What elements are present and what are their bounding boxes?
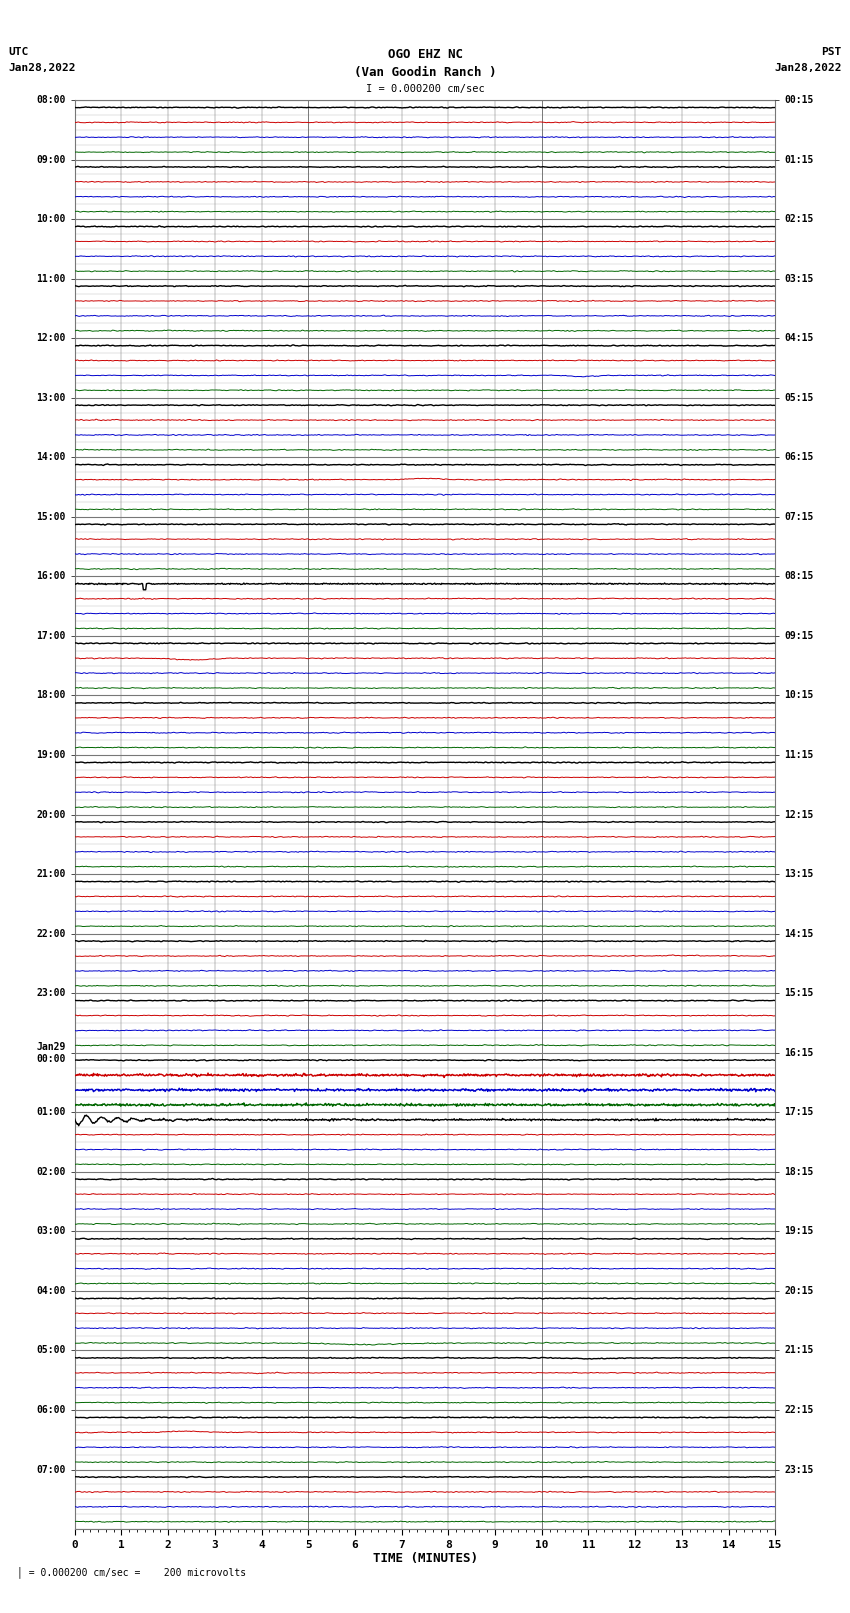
X-axis label: TIME (MINUTES): TIME (MINUTES) [372, 1552, 478, 1565]
Text: (Van Goodin Ranch ): (Van Goodin Ranch ) [354, 66, 496, 79]
Text: Jan28,2022: Jan28,2022 [8, 63, 76, 73]
Text: Jan28,2022: Jan28,2022 [774, 63, 842, 73]
Text: I = 0.000200 cm/sec: I = 0.000200 cm/sec [366, 84, 484, 94]
Text: OGO EHZ NC: OGO EHZ NC [388, 48, 462, 61]
Text: PST: PST [821, 47, 842, 56]
Text: UTC: UTC [8, 47, 29, 56]
Text: │ = 0.000200 cm/sec =    200 microvolts: │ = 0.000200 cm/sec = 200 microvolts [17, 1566, 246, 1578]
